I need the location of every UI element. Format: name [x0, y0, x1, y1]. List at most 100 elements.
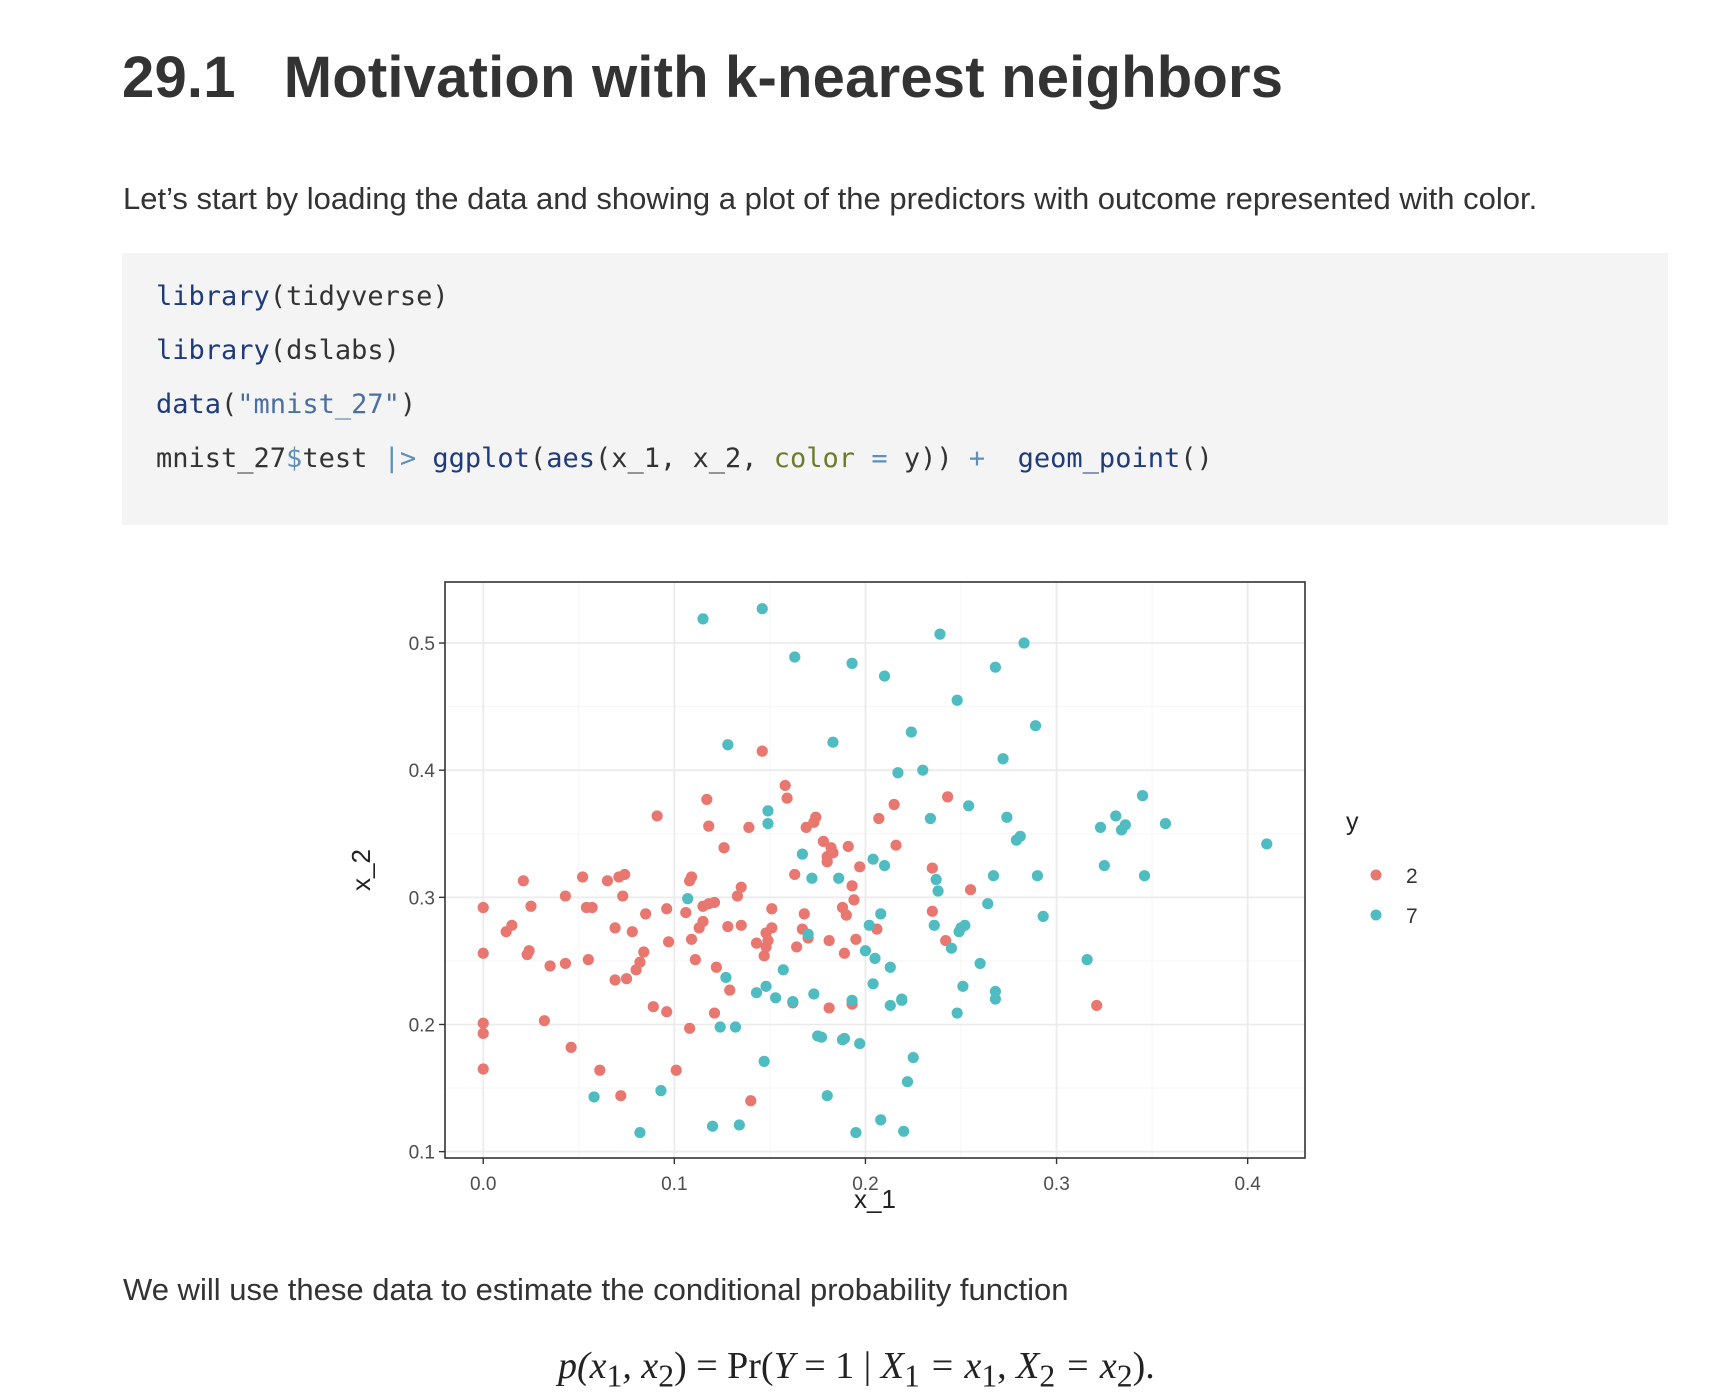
legend-label-7: 7	[1406, 905, 1418, 928]
data-point-class-2	[940, 934, 952, 947]
data-point-class-7	[1159, 817, 1172, 830]
data-point-class-7	[907, 1051, 919, 1064]
data-point-class-2	[565, 1041, 577, 1053]
data-point-class-2	[634, 956, 646, 968]
data-point-class-2	[735, 919, 747, 931]
data-point-class-2	[840, 909, 852, 921]
x-tick-label: 0.3	[1043, 1174, 1069, 1195]
data-point-class-7	[846, 994, 858, 1006]
data-point-class-2	[722, 920, 734, 933]
y-axis-title: x_2	[346, 849, 376, 891]
data-point-class-7	[846, 657, 858, 669]
data-point-class-7	[875, 1114, 887, 1126]
data-point-class-7	[951, 1007, 963, 1019]
data-point-class-2	[477, 1027, 489, 1039]
data-point-class-7	[896, 993, 908, 1005]
intro-paragraph: Let’s start by loading the data and show…	[123, 181, 1538, 216]
data-point-class-2	[685, 933, 698, 945]
x-axis-title: x_1	[854, 1184, 896, 1214]
data-point-class-2	[594, 1064, 606, 1076]
data-point-class-2	[559, 890, 571, 902]
data-point-class-2	[477, 1063, 489, 1075]
data-point-class-7	[867, 978, 879, 990]
plot-panel	[445, 582, 1305, 1158]
code-function: library	[156, 281, 270, 312]
data-point-class-2	[538, 1015, 550, 1027]
x-tick-label: 0.4	[1234, 1174, 1261, 1195]
code-string: "mnist_27"	[237, 389, 400, 420]
x-axis-ticks: 0.0 0.1 0.2 0.3 0.4	[470, 1158, 1261, 1195]
data-point-class-7	[930, 873, 942, 886]
data-point-class-2	[703, 820, 715, 832]
data-point-class-7	[720, 971, 732, 984]
data-point-class-7	[928, 919, 940, 931]
data-point-class-7	[821, 1090, 833, 1102]
data-point-class-2	[798, 908, 810, 920]
data-point-class-7	[682, 893, 694, 905]
data-point-class-7	[802, 928, 814, 940]
data-point-class-2	[710, 961, 722, 973]
data-point-class-7	[934, 628, 946, 640]
code-function: geom_point	[1017, 443, 1181, 474]
data-point-class-7	[869, 952, 881, 964]
x-tick-label: 0.2	[852, 1174, 878, 1195]
data-point-class-7	[1098, 859, 1110, 872]
section-title: Motivation with k-nearest neighbors	[283, 45, 1284, 110]
code-function: library	[156, 335, 270, 366]
data-point-class-2	[731, 890, 743, 902]
y-tick-label: 0.5	[409, 634, 435, 655]
data-point-class-7	[760, 980, 772, 992]
data-point-class-2	[544, 960, 556, 972]
data-point-class-7	[951, 694, 963, 706]
data-point-class-7	[796, 848, 808, 860]
x-tick-label: 0.0	[470, 1174, 496, 1195]
data-point-class-7	[1119, 819, 1131, 831]
data-point-class-2	[620, 973, 633, 985]
data-point-class-7	[945, 942, 958, 954]
data-point-class-7	[1094, 821, 1107, 834]
data-point-class-2	[926, 905, 938, 917]
data-point-class-7	[1110, 810, 1122, 822]
data-point-class-7	[917, 764, 929, 776]
data-point-class-2	[762, 934, 774, 947]
data-point-class-7	[655, 1085, 667, 1097]
data-point-class-2	[779, 779, 791, 792]
data-point-class-7	[1014, 830, 1026, 842]
y-tick-label: 0.1	[409, 1143, 435, 1164]
data-point-class-2	[848, 894, 860, 906]
section-number: 29.1	[122, 45, 236, 110]
data-point-class-7	[963, 800, 975, 812]
data-point-class-2	[821, 856, 833, 868]
data-point-class-2	[651, 810, 663, 822]
data-point-class-2	[743, 821, 755, 834]
code-line-1: library(tidyverse)	[156, 281, 449, 312]
data-point-class-7	[867, 853, 879, 865]
body-paragraph: We will use these data to estimate the c…	[123, 1272, 1069, 1307]
data-point-class-2	[638, 946, 650, 958]
data-point-class-7	[854, 1037, 866, 1050]
scatter-plot-figure: 0.0 0.1 0.2 0.3 0.4 0.1 0.2 0.3 0.4 0.5 x_1 x_2 …	[340, 560, 1440, 1240]
data-point-class-2	[756, 745, 768, 757]
data-point-class-2	[506, 919, 518, 931]
data-point-class-7	[878, 670, 891, 682]
data-point-class-2	[517, 875, 529, 887]
code-line-3: data("mnist_27")	[156, 389, 417, 420]
data-point-class-7	[758, 1055, 770, 1067]
data-point-class-2	[689, 954, 701, 966]
data-point-class-2	[685, 871, 698, 883]
data-point-class-7	[884, 999, 896, 1012]
panel-border	[444, 581, 1306, 1159]
data-point-class-7	[892, 767, 904, 779]
data-point-class-2	[750, 937, 763, 949]
data-point-class-2	[477, 947, 489, 959]
data-point-class-2	[718, 842, 730, 854]
data-point-class-2	[577, 871, 589, 883]
data-point-class-2	[615, 1090, 627, 1102]
scatter-plot: 0.0 0.1 0.2 0.3 0.4 0.10.20.30.40.5 x_1 x_2 …	[346, 581, 1418, 1214]
data-point-class-2	[609, 922, 621, 934]
data-point-class-7	[1037, 910, 1049, 923]
data-point-class-7	[1136, 790, 1149, 802]
legend-title: y	[1346, 808, 1359, 836]
code-block[interactable]: library(tidyverse) library(dslabs) data(…	[122, 253, 1668, 525]
data-point-class-7	[838, 1032, 851, 1045]
